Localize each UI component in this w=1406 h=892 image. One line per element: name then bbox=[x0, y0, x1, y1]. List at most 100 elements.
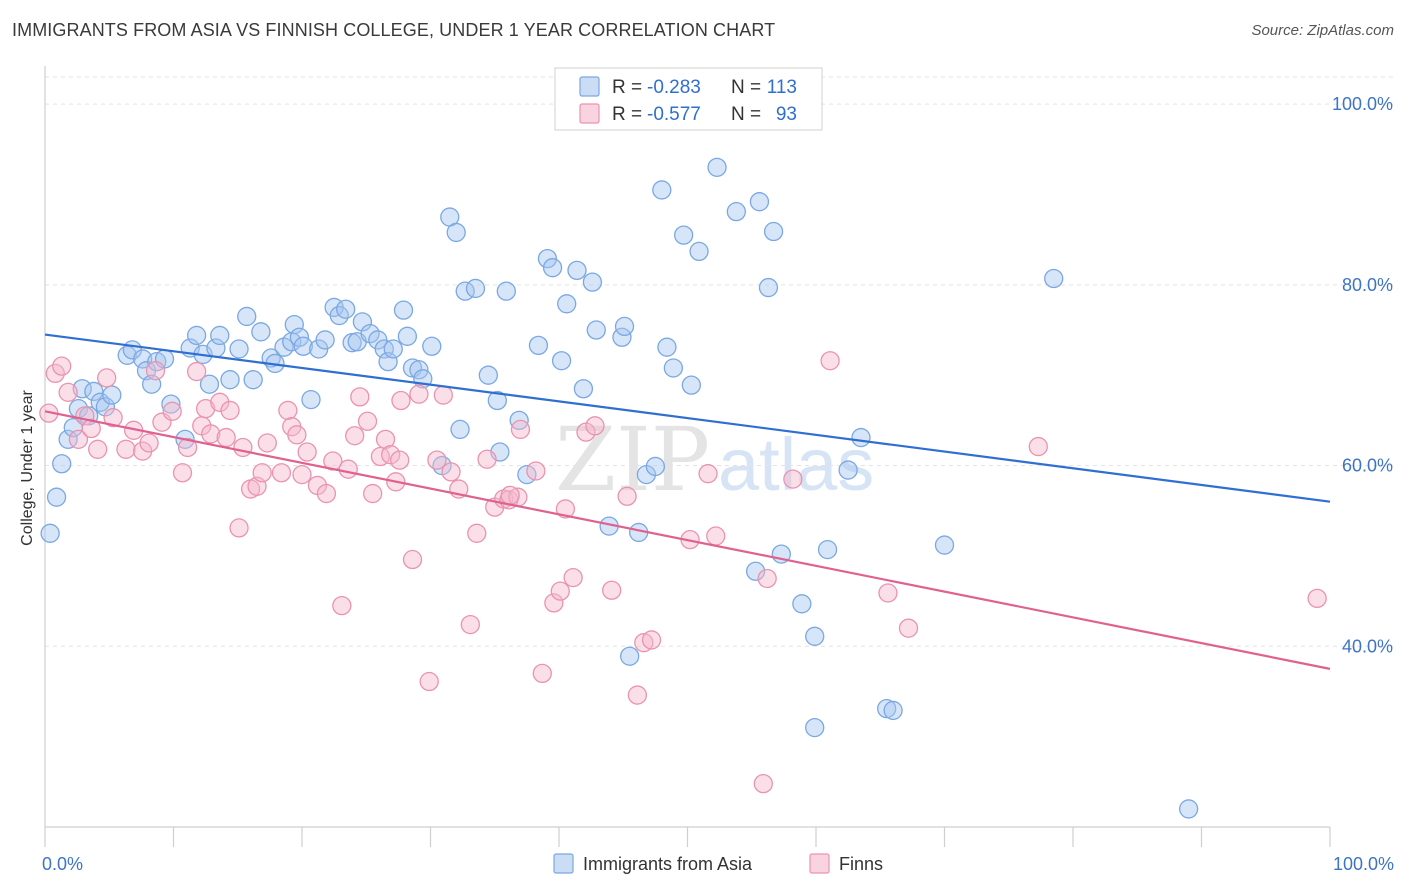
asia-point bbox=[315, 330, 335, 350]
chart-title: IMMIGRANTS FROM ASIA VS FINNISH COLLEGE,… bbox=[12, 20, 776, 40]
asia-point bbox=[210, 325, 230, 346]
asia-point bbox=[726, 201, 746, 222]
legend-r-label: R = bbox=[612, 104, 642, 125]
finns-point bbox=[103, 408, 123, 428]
asia-point bbox=[838, 460, 858, 480]
finns-point bbox=[186, 361, 207, 382]
asia-point bbox=[40, 523, 60, 543]
x-tick-label: 0.0% bbox=[42, 854, 83, 874]
asia-point bbox=[422, 336, 442, 356]
asia-point bbox=[95, 397, 116, 417]
y-tick-label: 60.0% bbox=[1342, 456, 1393, 476]
legend-n-value: 113 bbox=[767, 77, 797, 98]
asia-point bbox=[851, 427, 871, 448]
finns-point bbox=[753, 773, 773, 794]
asia-point bbox=[567, 260, 587, 281]
legend-r-value: -0.577 bbox=[647, 104, 701, 125]
finns-point bbox=[467, 523, 487, 543]
finns-point bbox=[427, 450, 447, 470]
finns-point bbox=[390, 450, 410, 470]
asia-point bbox=[614, 316, 635, 337]
series-legend: Immigrants from Asia Finns bbox=[553, 853, 883, 874]
asia-point bbox=[542, 258, 563, 278]
asia-point bbox=[496, 281, 516, 301]
finns-point bbox=[257, 433, 277, 453]
asia-point bbox=[681, 375, 702, 395]
asia-point bbox=[301, 389, 321, 410]
finns-point bbox=[1028, 436, 1048, 457]
asia-point bbox=[360, 323, 380, 344]
finns-point bbox=[757, 568, 777, 589]
correlation-legend: R = -0.283 N = 113 R = -0.577 N = 93 bbox=[554, 67, 823, 131]
finns-point bbox=[116, 439, 136, 459]
data-points bbox=[39, 157, 1327, 819]
finns-point bbox=[526, 461, 546, 481]
finns-point bbox=[544, 593, 564, 613]
y-tick-label: 100.0% bbox=[1332, 94, 1393, 114]
asia-point bbox=[336, 299, 356, 319]
finns-point bbox=[210, 392, 230, 412]
asia-trend-line bbox=[44, 333, 1331, 503]
legend-r-label: R = bbox=[612, 77, 642, 98]
asia-point bbox=[133, 349, 153, 369]
asia-point bbox=[251, 322, 271, 342]
finns-point bbox=[381, 445, 401, 465]
asia-point bbox=[652, 180, 672, 200]
asia-point bbox=[293, 336, 313, 356]
asia-point bbox=[528, 335, 549, 356]
watermark: ZIP atlas bbox=[555, 408, 874, 511]
legend-swatch-asia bbox=[579, 76, 600, 97]
asia-point bbox=[551, 351, 572, 371]
asia-point bbox=[657, 337, 677, 357]
finns-point bbox=[350, 387, 370, 407]
asia-point bbox=[557, 294, 577, 314]
finns-point bbox=[419, 671, 439, 692]
asia-point bbox=[620, 646, 640, 666]
asia-point bbox=[383, 339, 403, 359]
legend-swatch-finns bbox=[579, 103, 600, 124]
asia-point bbox=[805, 717, 825, 738]
finns-point bbox=[229, 518, 249, 538]
finns-point bbox=[602, 580, 622, 600]
asia-point bbox=[243, 370, 263, 390]
bottom-legend-label: Immigrants from Asia bbox=[583, 854, 753, 874]
finns-point bbox=[820, 351, 840, 371]
finns-point bbox=[201, 424, 221, 444]
asia-point bbox=[673, 225, 694, 245]
finns-point bbox=[139, 433, 159, 453]
bottom-legend-swatch-asia bbox=[553, 853, 574, 874]
finns-point bbox=[220, 400, 240, 421]
finns-point bbox=[88, 439, 108, 459]
y-tick-label: 40.0% bbox=[1342, 636, 1393, 656]
finns-point bbox=[617, 486, 637, 506]
asia-point bbox=[934, 535, 955, 555]
asia-point bbox=[237, 306, 257, 327]
asia-point bbox=[161, 394, 181, 414]
finns-point bbox=[357, 411, 378, 431]
finns-point bbox=[510, 419, 531, 440]
finns-point bbox=[500, 485, 520, 506]
finns-point bbox=[292, 464, 312, 485]
asia-point bbox=[465, 278, 486, 299]
finns-point bbox=[52, 356, 72, 376]
asia-point bbox=[749, 192, 770, 212]
finns-point bbox=[233, 437, 253, 458]
finns-point bbox=[550, 581, 570, 601]
axes: 0.0% 100.0% 40.0% 60.0% 80.0% 100.0% bbox=[42, 66, 1394, 874]
asia-point bbox=[220, 370, 240, 390]
finns-point bbox=[216, 427, 236, 448]
trend-lines bbox=[44, 333, 1331, 670]
asia-point bbox=[645, 456, 666, 477]
asia-point bbox=[58, 429, 78, 449]
asia-point bbox=[1179, 799, 1199, 819]
asia-point bbox=[397, 326, 418, 346]
finns-point bbox=[402, 549, 423, 570]
asia-point bbox=[707, 157, 727, 178]
finns-point bbox=[345, 426, 365, 446]
asia-point bbox=[478, 365, 498, 385]
finns-point bbox=[58, 382, 78, 403]
bottom-legend-label: Finns bbox=[839, 854, 883, 874]
asia-point bbox=[792, 594, 812, 614]
y-tick-label: 80.0% bbox=[1342, 275, 1393, 295]
